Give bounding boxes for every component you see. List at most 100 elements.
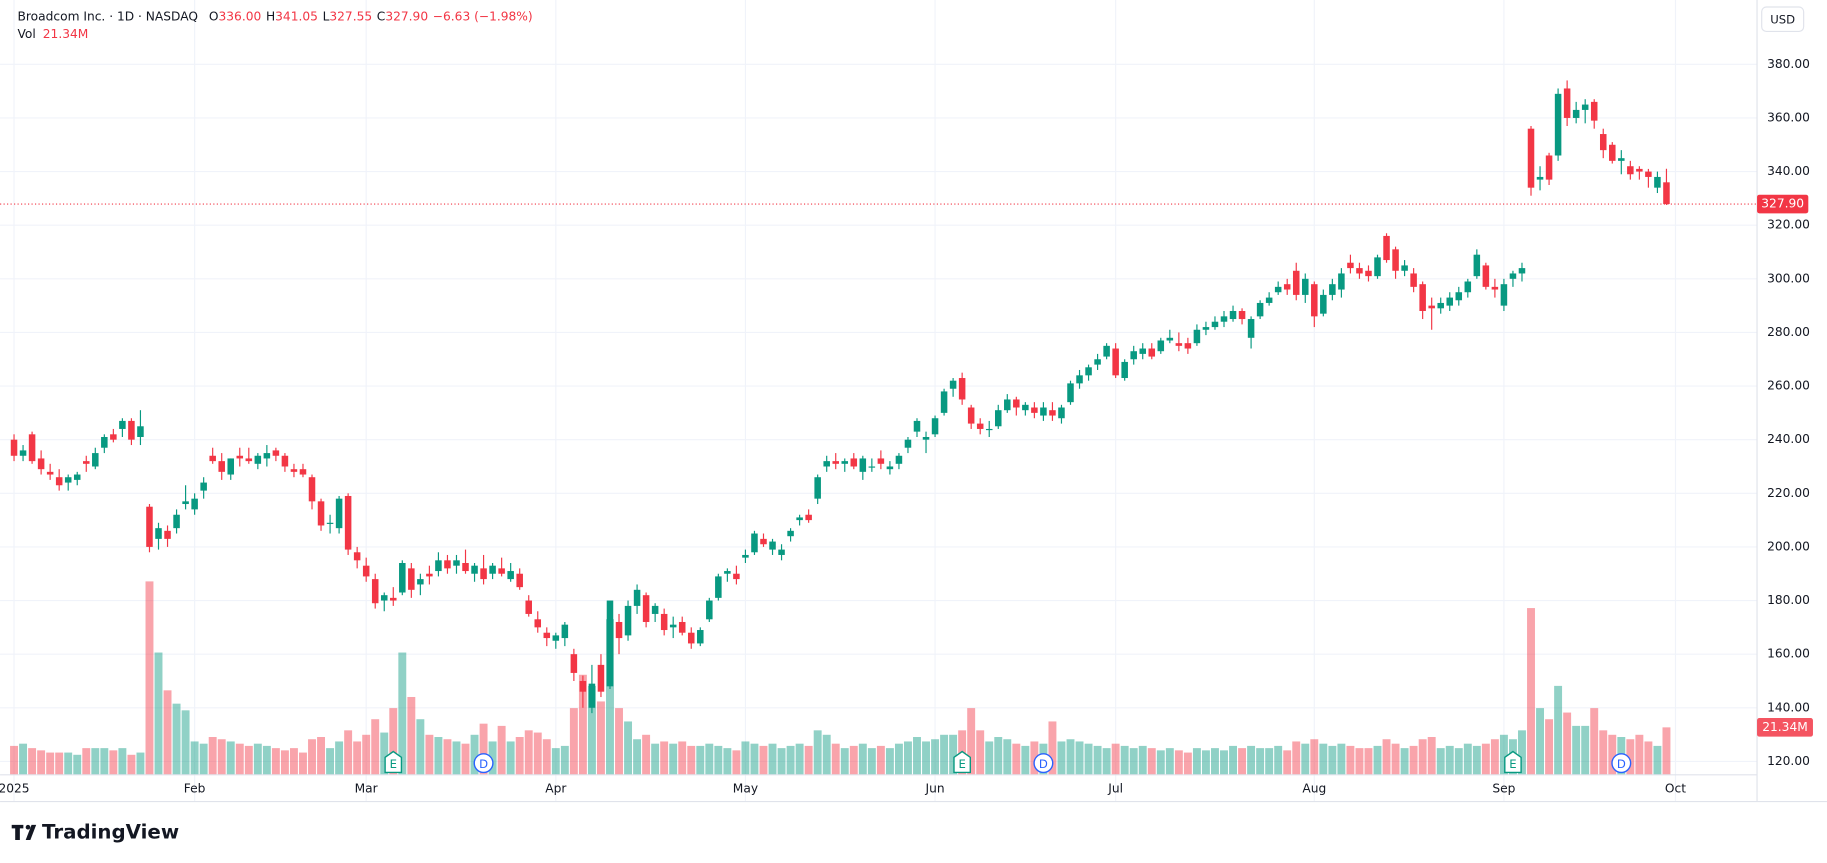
candle-body (1265, 297, 1273, 303)
volume-bar (687, 745, 696, 775)
candle-body (399, 563, 406, 593)
volume-name: Vol (18, 26, 36, 40)
candle-body (697, 630, 704, 644)
volume-bar (768, 743, 777, 775)
candle-body (19, 450, 27, 456)
candle-body (164, 530, 171, 539)
candle-body (1455, 292, 1463, 301)
candle-body (832, 461, 839, 464)
volume-bar (91, 748, 100, 775)
volume-bar (876, 745, 885, 775)
volume-value: 21.34M (43, 26, 89, 40)
y-tick-label: 380.00 (1767, 57, 1810, 71)
volume-bar (1093, 745, 1102, 775)
candle-body (1283, 284, 1291, 290)
volume-bar (831, 743, 840, 775)
candle-body (534, 619, 542, 628)
candle-body (344, 495, 352, 550)
candle-body (1554, 93, 1562, 156)
volume-bar (1003, 739, 1012, 775)
candle-body (1274, 286, 1282, 293)
candle-body (1148, 348, 1156, 357)
ohlc-key: C (377, 9, 386, 23)
currency[interactable]: USD (1770, 12, 1795, 26)
volume-bar (642, 734, 651, 775)
ohlc-value: 327.90 (385, 9, 428, 23)
candle-body (877, 458, 885, 464)
volume-bar (858, 743, 867, 775)
volume-bar (624, 721, 633, 775)
event-marker[interactable] (1504, 750, 1522, 774)
candle-body (931, 418, 939, 435)
candle-body (92, 453, 99, 467)
volume-bar (416, 719, 425, 775)
volume-bar (1382, 739, 1391, 775)
event-marker[interactable] (384, 750, 403, 774)
volume-bar (317, 737, 326, 775)
event-marker[interactable] (1611, 753, 1632, 774)
candle-body (101, 436, 108, 448)
volume-bar (1174, 750, 1183, 775)
candle-body (796, 517, 803, 521)
volume-bar (931, 739, 940, 775)
y-tick-label: 180.00 (1767, 593, 1810, 607)
volume-bar (100, 748, 109, 775)
volume-bar (1057, 741, 1066, 775)
currency-button[interactable] (1761, 6, 1805, 33)
ohlc-value: 336.00 (219, 9, 262, 23)
candle-body (1609, 144, 1616, 161)
volume-bar (696, 745, 705, 775)
candle-body (1193, 329, 1201, 344)
volume-bar (1418, 739, 1427, 775)
volume-bar (1066, 739, 1075, 775)
volume-bar (542, 739, 551, 775)
volume-bar (1554, 685, 1563, 775)
volume-bar (208, 737, 217, 775)
y-tick-label: 260.00 (1767, 379, 1810, 393)
ohlc-key: L (323, 9, 330, 23)
candle-body (543, 632, 551, 639)
volume-bar (163, 690, 172, 775)
volume-bar (1391, 743, 1400, 775)
volume-bar (244, 745, 253, 775)
candle-body (281, 455, 289, 467)
volume-bar (335, 741, 344, 775)
volume-bar (1518, 730, 1526, 775)
candle-body (128, 420, 135, 440)
volume-bar (813, 730, 822, 775)
candle-body (678, 621, 686, 633)
candle-body (1392, 249, 1399, 271)
volume-bar (136, 752, 145, 775)
volume-bar (55, 752, 64, 775)
event-marker[interactable] (1033, 753, 1054, 774)
event-marker[interactable] (953, 750, 971, 774)
volume-bar (217, 739, 226, 775)
candle-body (633, 589, 641, 606)
volume-bar (1292, 741, 1301, 775)
x-tick-label: Oct (1665, 781, 1686, 795)
candle-body (651, 605, 659, 614)
candle-body (1220, 316, 1228, 322)
volume-bar (461, 743, 470, 775)
candle-body (64, 477, 72, 483)
volume-bar (1283, 750, 1292, 775)
last-price-tag (1757, 194, 1809, 214)
candle-body (1527, 128, 1535, 188)
volume-bar (127, 754, 136, 775)
candle-body (949, 380, 957, 389)
candle-body (1590, 101, 1598, 121)
candle-body (191, 498, 198, 510)
volume-bar (867, 748, 876, 775)
volume-bar (226, 741, 235, 775)
volume-bar (289, 748, 298, 775)
volume-bar (1454, 748, 1463, 775)
last-price-text: 327.90 (1761, 197, 1804, 211)
candle-body (868, 466, 876, 468)
change: −6.63 (−1.98%) (433, 9, 533, 23)
volume-bar (1499, 734, 1508, 775)
candle-body (1645, 171, 1652, 177)
candle-body (760, 538, 767, 545)
volume-bar (407, 696, 416, 775)
event-marker[interactable] (473, 753, 494, 774)
